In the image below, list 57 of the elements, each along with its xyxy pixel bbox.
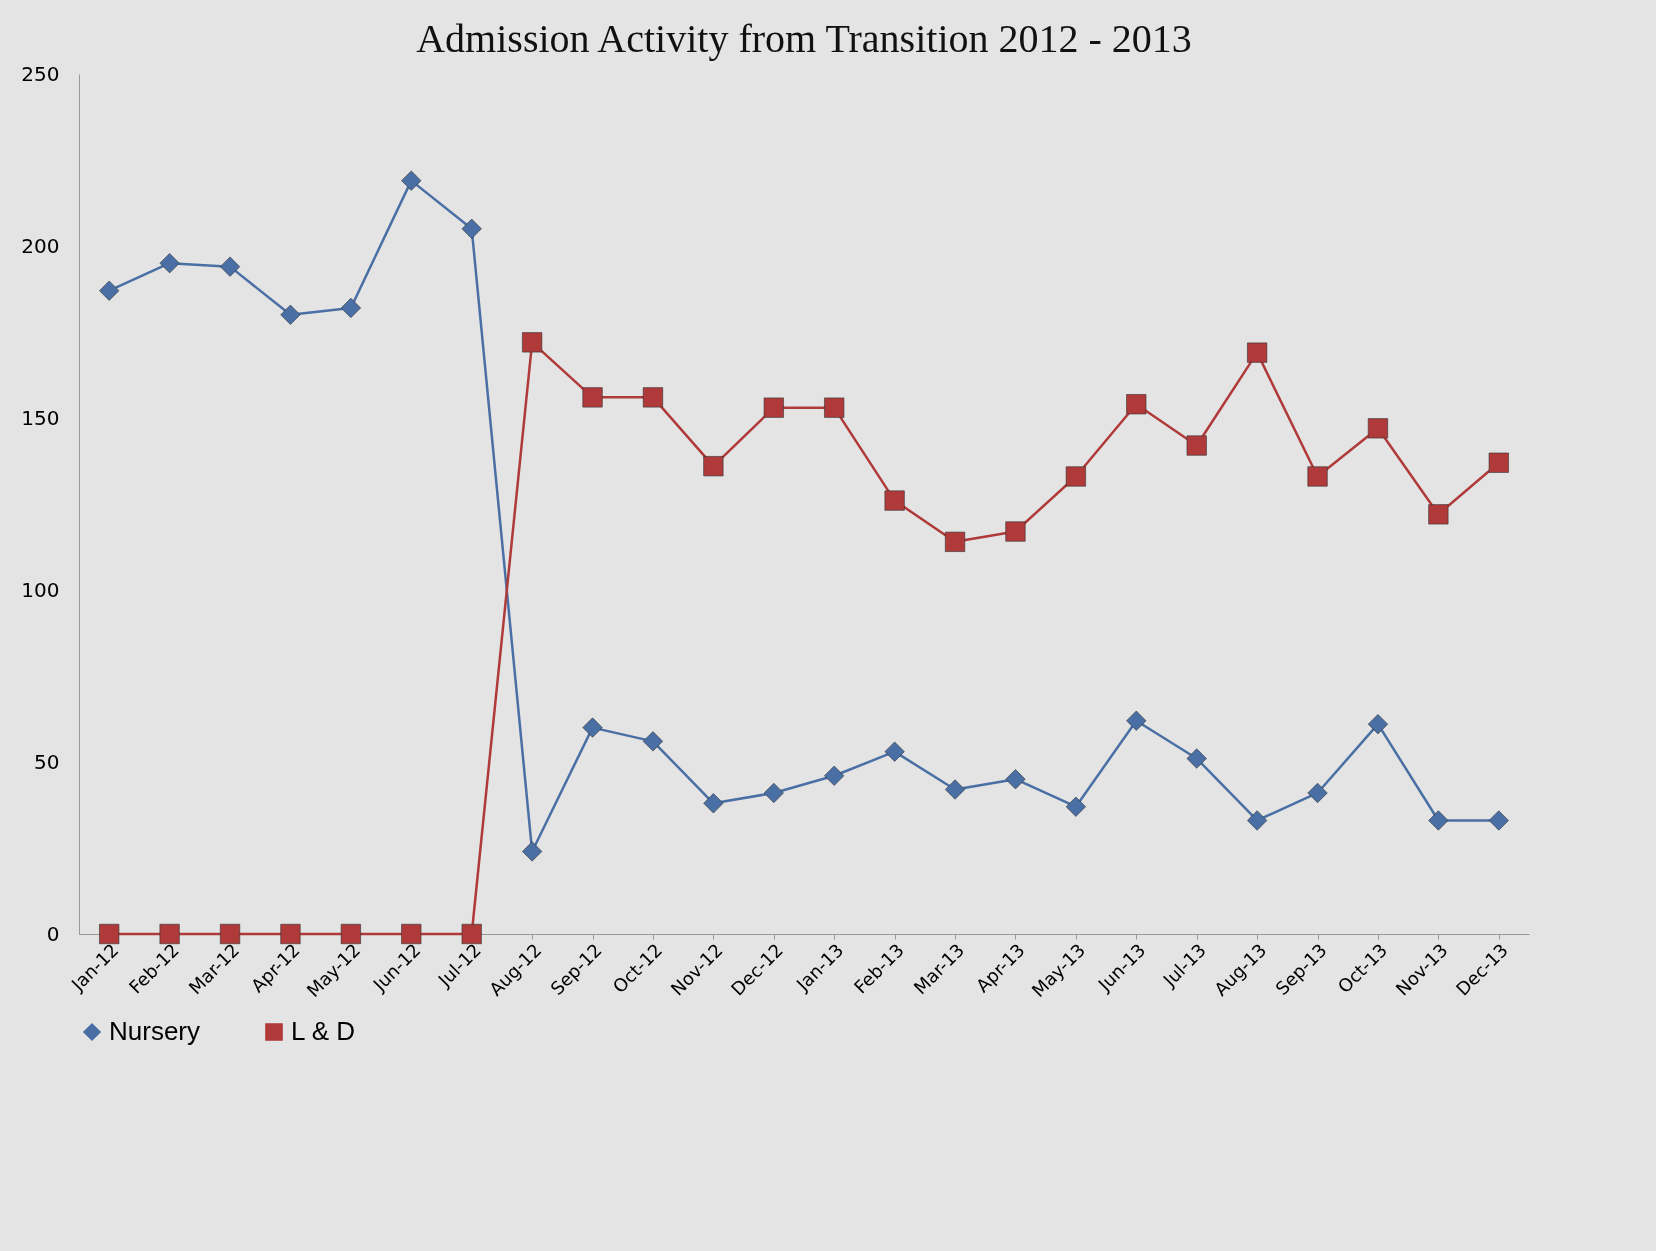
point [99,280,120,301]
legend-label: L & D [291,1016,356,1046]
point [944,531,966,552]
point [1428,504,1449,525]
point [703,456,724,477]
point [884,490,905,511]
point [99,923,120,945]
y-tick-label: 50 [34,749,60,774]
point [340,297,361,318]
point [1247,810,1268,831]
point [824,397,845,418]
chart-title: Admission Activity from Transition 2012 - 2013 [416,16,1192,61]
point [219,923,241,945]
point [824,765,845,786]
point [1428,810,1449,831]
point [582,717,603,738]
point [582,387,603,408]
point [1005,521,1026,542]
point [401,170,422,191]
point [461,218,482,239]
point [642,387,664,408]
point [401,923,422,945]
point [522,332,543,353]
y-tick-label: 200 [21,233,60,258]
point [1126,394,1147,415]
point [1065,466,1086,487]
point [1126,710,1147,731]
point [1005,769,1026,790]
point [1488,810,1509,831]
point [642,731,664,752]
y-tick-label: 250 [21,61,60,86]
point [763,397,784,418]
point [1247,342,1268,363]
point [1307,466,1328,487]
point [219,256,241,277]
point [944,779,966,800]
point [159,253,180,274]
point [1307,782,1328,804]
point [280,304,301,325]
point [1367,418,1389,439]
point [1488,452,1509,473]
point [1186,748,1207,769]
point [1186,435,1207,456]
point [159,923,180,945]
point [461,923,482,945]
legend-label: Nursery [109,1016,201,1046]
y-tick-label: 100 [21,577,60,602]
point [522,841,543,862]
point [280,923,301,945]
point [884,741,905,762]
y-tick-label: 0 [46,921,60,946]
point [1065,796,1086,817]
point [1367,714,1389,735]
y-tick-label: 150 [21,405,60,430]
point [763,782,784,804]
point [703,793,724,814]
point [340,923,361,945]
